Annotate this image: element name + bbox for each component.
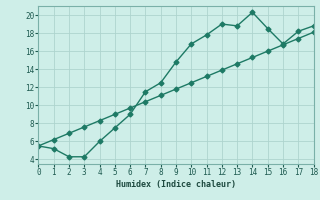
X-axis label: Humidex (Indice chaleur): Humidex (Indice chaleur) — [116, 180, 236, 189]
